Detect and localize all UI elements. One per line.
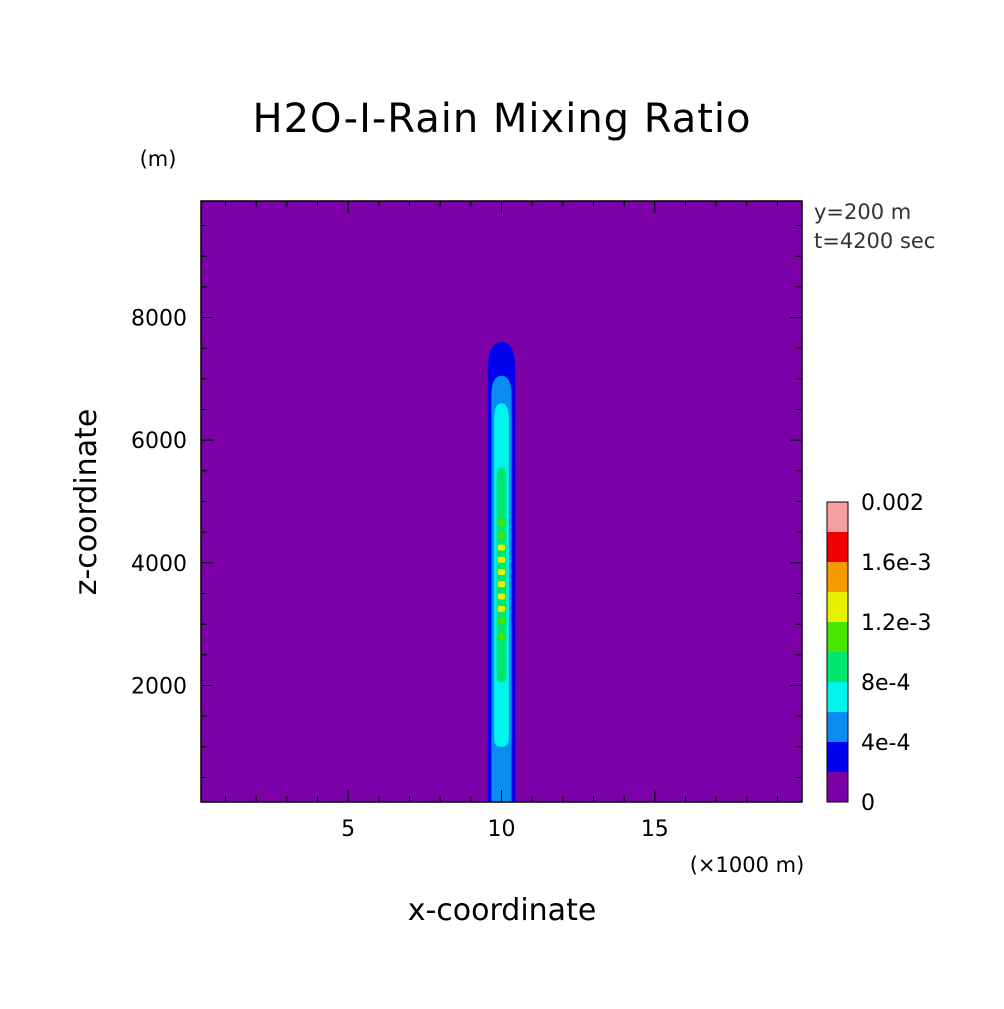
x-axis-label: x-coordinate [408,893,597,928]
peak-band-11 [497,519,506,526]
colorbar-segment-1 [827,742,848,772]
annotation-t: t=4200 sec [814,229,935,253]
peak-band-8 [497,556,506,563]
peak-band-7 [497,569,506,576]
chart-title: H2O-I-Rain Mixing Ratio [253,96,752,142]
y-tick-label: 4000 [131,552,187,577]
axes: 5 10 15 2000 4000 6000 8000 [131,200,803,842]
peak-band-4 [497,605,506,612]
colorbar-segment-0 [827,772,848,802]
peak-band-2 [497,633,506,640]
y-axis-label: z-coordinate [69,409,104,596]
colorbar-segment-9 [827,502,848,532]
colorbar-segment-6 [827,592,848,622]
x-tick-label: 5 [341,817,355,842]
x-unit-label: (×1000 m) [690,853,805,877]
peak-band-1 [497,648,506,655]
x-tick-label: 10 [488,817,516,842]
colorbar-label: 0.002 [861,491,924,516]
peak-band-13 [497,492,506,499]
peak-band-3 [497,618,506,625]
peak-band-12 [497,504,506,511]
colorbar-label: 8e-4 [861,671,910,696]
y-tick-label: 6000 [131,429,187,454]
y-unit-label: (m) [140,147,177,171]
x-tick-label: 15 [641,817,669,842]
plot-area [201,201,802,802]
colorbar-label: 1.6e-3 [861,551,931,576]
peak-band-0 [497,661,506,668]
colorbar-segment-7 [827,562,848,592]
y-tick-label: 8000 [131,307,187,332]
colorbar-label: 1.2e-3 [861,611,931,636]
colorbar-segment-5 [827,622,848,652]
colorbar-segment-8 [827,532,848,562]
peak-band-10 [497,532,506,539]
colorbar-segment-3 [827,682,848,712]
y-tick-label: 2000 [131,674,187,699]
peak-band-9 [497,544,506,551]
peak-band-14 [497,480,506,487]
colorbar-label: 4e-4 [861,731,910,756]
peak-band-5 [497,593,506,600]
colorbar-segment-2 [827,712,848,742]
colorbar-frame [826,501,849,803]
colorbar: 0 4e-4 8e-4 1.2e-3 1.6e-3 0.002 [826,491,931,816]
annotation-y: y=200 m [814,200,911,224]
peak-band-6 [497,581,506,588]
colorbar-segment-4 [827,652,848,682]
colorbar-label: 0 [861,791,875,816]
peak-band-15 [497,467,506,474]
